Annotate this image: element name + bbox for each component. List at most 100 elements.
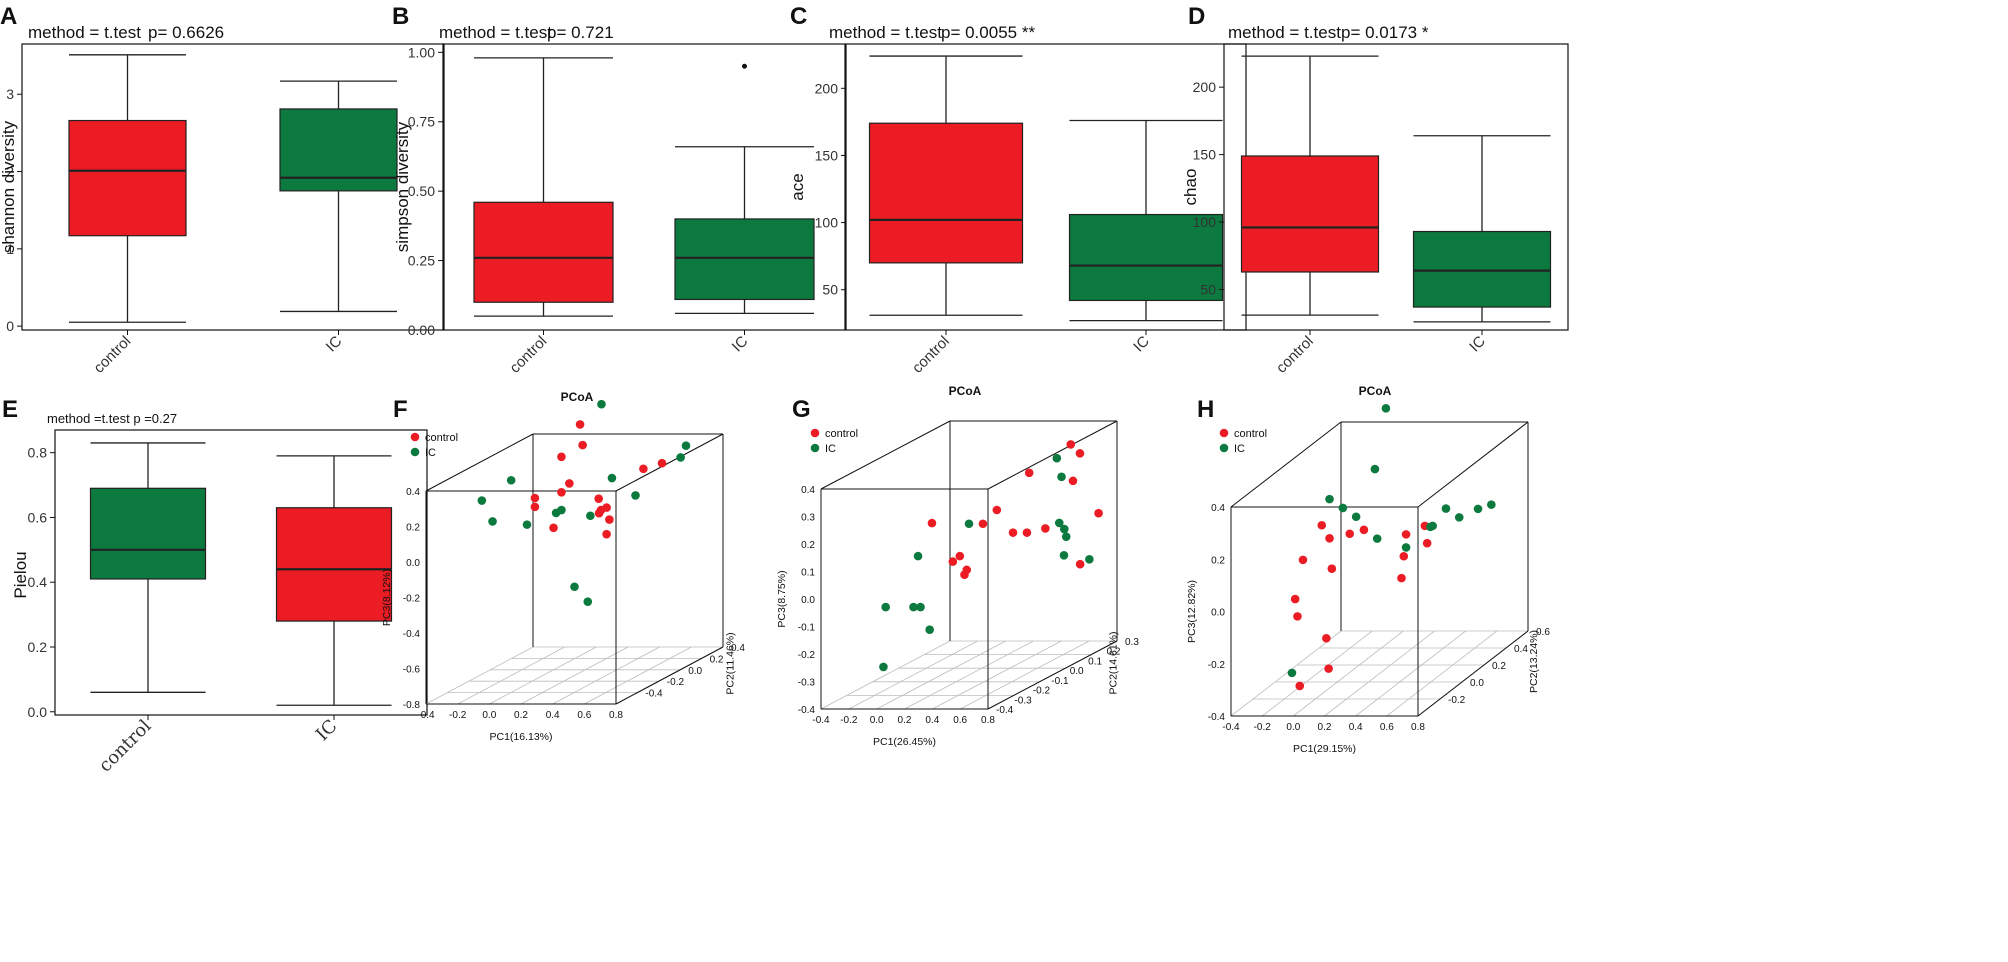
y-axis-label: PC2(13.24%)	[1528, 630, 1540, 693]
data-point-ic	[1061, 532, 1071, 541]
data-point-control	[605, 515, 614, 524]
x-tick-label: 0.4	[546, 710, 560, 721]
x-tick-label: 0.8	[609, 710, 623, 721]
floor-grid-line	[848, 640, 979, 710]
y-tick-label: 0.3	[1125, 637, 1139, 648]
box-ic	[1068, 119, 1224, 322]
z-tick-label: -0.2	[1208, 660, 1226, 671]
data-point-ic	[1060, 524, 1069, 534]
data-point-control	[602, 529, 611, 539]
x-tick-label: control	[1273, 333, 1317, 377]
box-iqr	[674, 218, 815, 301]
data-point-ic	[1085, 555, 1094, 564]
legend-item-control: control	[410, 432, 458, 444]
x-tick-label: 0.4	[1349, 722, 1363, 733]
x-tick-label: -0.4	[1222, 722, 1240, 733]
x-tick-label: 0.6	[1380, 722, 1394, 733]
legend-item-ic: IC	[1219, 443, 1245, 455]
z-tick-label: 0.0	[801, 595, 815, 606]
y-tick-label: 100	[815, 215, 839, 231]
floor-grid-line	[1261, 630, 1373, 717]
plot-title: PCoA	[949, 384, 982, 398]
y-tick-label: 150	[815, 147, 839, 163]
data-point-ic	[570, 582, 579, 592]
z-axis-label: PC3(8.75%)	[776, 570, 788, 627]
y-tick-label: 0	[6, 318, 14, 334]
data-point-ic	[881, 602, 890, 612]
p-value-label: p= 0.721	[547, 23, 614, 42]
x-tick-label: 0.8	[981, 715, 995, 726]
z-tick-label: 0.3	[801, 513, 815, 524]
data-point-control	[1075, 559, 1085, 569]
data-point-control	[1298, 555, 1308, 565]
floor-grid-line	[425, 646, 534, 705]
data-point-control	[1345, 529, 1355, 539]
floor-grid-line	[1230, 630, 1342, 717]
panel-letter: C	[790, 3, 807, 30]
plot-frame	[54, 429, 428, 716]
box-ic	[674, 63, 815, 314]
panel-letter: F	[393, 396, 408, 423]
panel-letter: D	[1188, 3, 1205, 30]
legend-label: control	[825, 428, 858, 440]
y-axis-label: simpson diversity	[393, 121, 412, 252]
y-tick-label: 150	[1193, 147, 1217, 163]
data-point-ic	[913, 551, 923, 561]
data-point-control	[1290, 594, 1300, 604]
x-tick-label: IC	[1466, 333, 1489, 356]
data-point-ic	[909, 602, 918, 612]
data-point-control	[960, 570, 969, 580]
x-tick-label: IC	[729, 333, 752, 356]
box-edge	[425, 433, 534, 492]
data-point-ic	[522, 520, 532, 529]
box-iqr	[868, 122, 1024, 264]
box-control	[1240, 55, 1380, 316]
box-control	[868, 55, 1024, 316]
legend-label: control	[425, 432, 458, 444]
data-point-ic	[1426, 522, 1435, 532]
data-point-ic	[1057, 472, 1066, 482]
legend-label: IC	[825, 443, 836, 455]
x-tick-label: 0.0	[1286, 722, 1300, 733]
data-point-control	[530, 493, 540, 503]
box-edge	[1230, 421, 1342, 508]
pcoa-panel-f: -0.4 -0.2 0.0 0.2 0.4 0.6 0.8-0.8-0.6-0.4-0.20…	[381, 390, 745, 743]
z-tick-label: -0.2	[798, 650, 816, 661]
panel-letter: B	[392, 3, 409, 30]
x-tick-label: IC	[312, 716, 342, 746]
data-point-control	[1317, 520, 1327, 530]
data-point-ic	[1338, 503, 1348, 513]
z-tick-label: 0.4	[1211, 503, 1225, 514]
x-tick-label: 0.2	[898, 715, 912, 726]
p-value-label: p= 0.6626	[148, 23, 224, 42]
y-tick-label: 200	[1193, 79, 1217, 95]
data-point-ic	[477, 496, 487, 505]
y-tick-label: 0.4	[1514, 644, 1528, 655]
data-point-control	[927, 518, 937, 528]
z-tick-label: -0.3	[798, 678, 816, 689]
box-iqr	[1412, 230, 1552, 308]
z-axis-label: PC3(12.82%)	[1186, 580, 1198, 643]
data-point-control	[549, 523, 558, 533]
y-axis-label: Pielou	[11, 551, 30, 598]
y-axis-label: shannon diversity	[0, 120, 18, 253]
data-point-control	[1359, 525, 1369, 535]
x-tick-label: control	[506, 333, 550, 377]
box-iqr	[275, 507, 393, 622]
y-tick-label: 0.4	[731, 643, 745, 654]
floor-grid-line	[820, 640, 951, 710]
y-tick-label: 0.1	[1088, 656, 1102, 667]
y-tick-label: -0.2	[1448, 695, 1466, 706]
floor-grid-line	[1355, 630, 1466, 717]
data-point-ic	[1052, 453, 1062, 463]
z-tick-label: -0.8	[403, 700, 421, 711]
legend-marker	[1219, 443, 1229, 453]
legend-item-control: control	[1219, 428, 1267, 440]
box-control	[473, 57, 614, 317]
test-method-label: method = t.test	[439, 23, 552, 42]
x-tick-label: 0.8	[1411, 722, 1425, 733]
floor-grid-line	[904, 640, 1034, 710]
data-point-control	[1324, 664, 1333, 673]
